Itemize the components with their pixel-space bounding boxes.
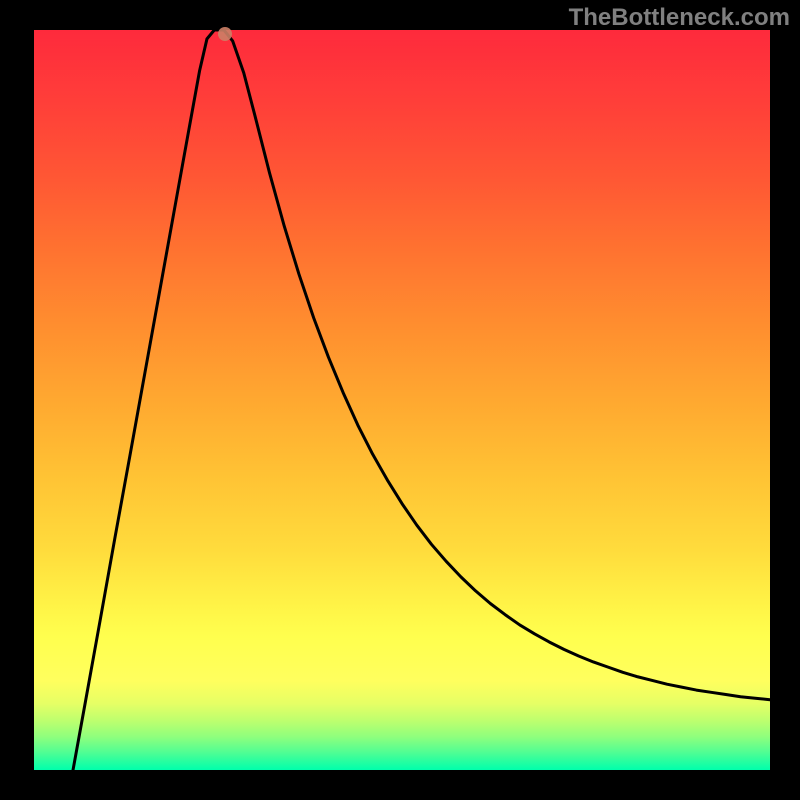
chart-container: TheBottleneck.com bbox=[0, 0, 800, 800]
optimum-marker bbox=[218, 27, 232, 41]
watermark-text: TheBottleneck.com bbox=[569, 4, 790, 32]
plot-area bbox=[34, 30, 770, 770]
